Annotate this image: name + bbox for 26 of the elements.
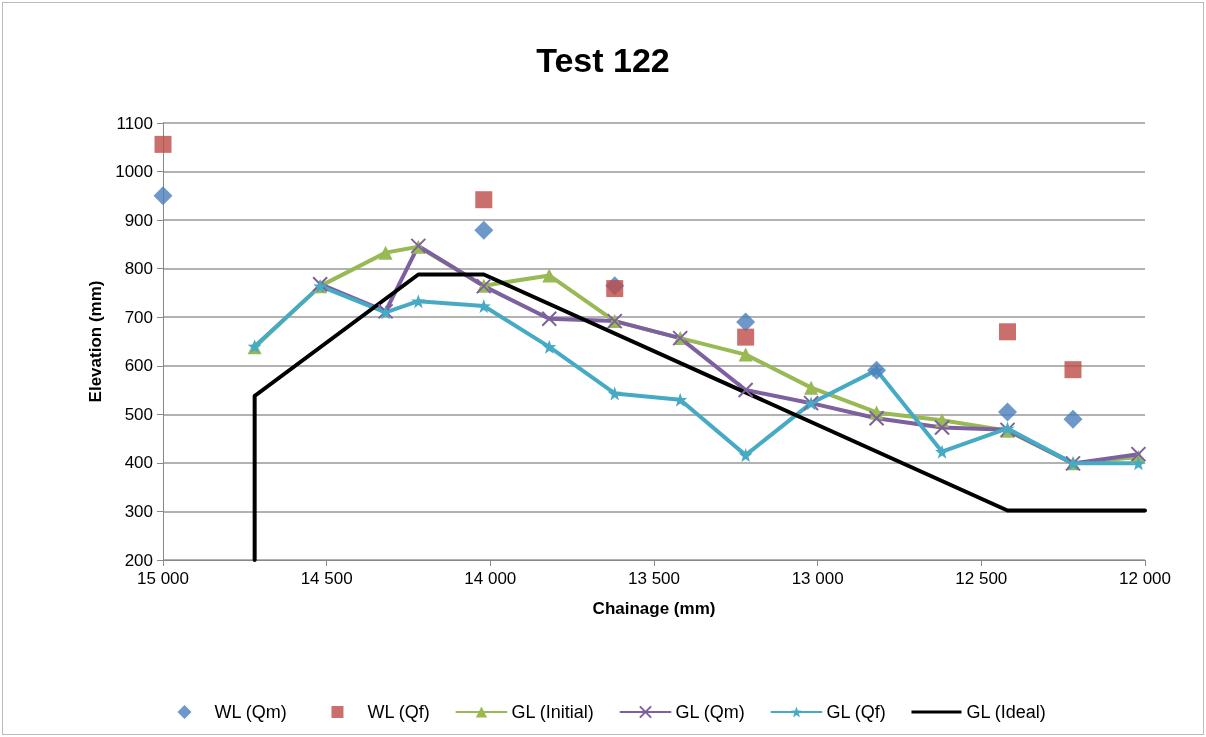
legend-label: GL (Initial) <box>511 702 594 722</box>
y-tick-label: 1100 <box>116 113 153 133</box>
x-tick-label: 14 500 <box>300 569 353 588</box>
y-axis-title: Elevation (mm) <box>86 280 106 403</box>
y-tick-label: 500 <box>124 404 153 424</box>
y-tick-label: 300 <box>124 501 153 521</box>
chart-title: Test 122 <box>536 41 670 79</box>
y-tick-label: 700 <box>124 307 153 327</box>
y-tick-label: 1000 <box>115 162 153 182</box>
legend-label: GL (Ideal) <box>966 702 1046 722</box>
y-tick-label: 600 <box>124 356 153 376</box>
y-tick-label: 200 <box>124 550 153 570</box>
legend-label: WL (Qf) <box>367 702 430 722</box>
legend-label: GL (Qf) <box>826 702 886 722</box>
x-tick-label: 13 500 <box>628 569 680 588</box>
x-tick-label: 14 000 <box>464 569 517 588</box>
y-tick-label: 400 <box>124 453 153 473</box>
y-tick-label: 900 <box>124 210 153 230</box>
x-tick-label: 12 500 <box>955 569 1008 588</box>
legend-label: WL (Qm) <box>214 702 287 722</box>
x-tick-label: 13 000 <box>791 569 844 588</box>
x-tick-label: 15 000 <box>137 569 189 588</box>
y-tick-label: 800 <box>124 259 153 279</box>
legend-label: GL (Qm) <box>675 702 745 722</box>
x-tick-label: 12 000 <box>1119 569 1171 588</box>
x-axis-title: Chainage (mm) <box>592 599 716 618</box>
